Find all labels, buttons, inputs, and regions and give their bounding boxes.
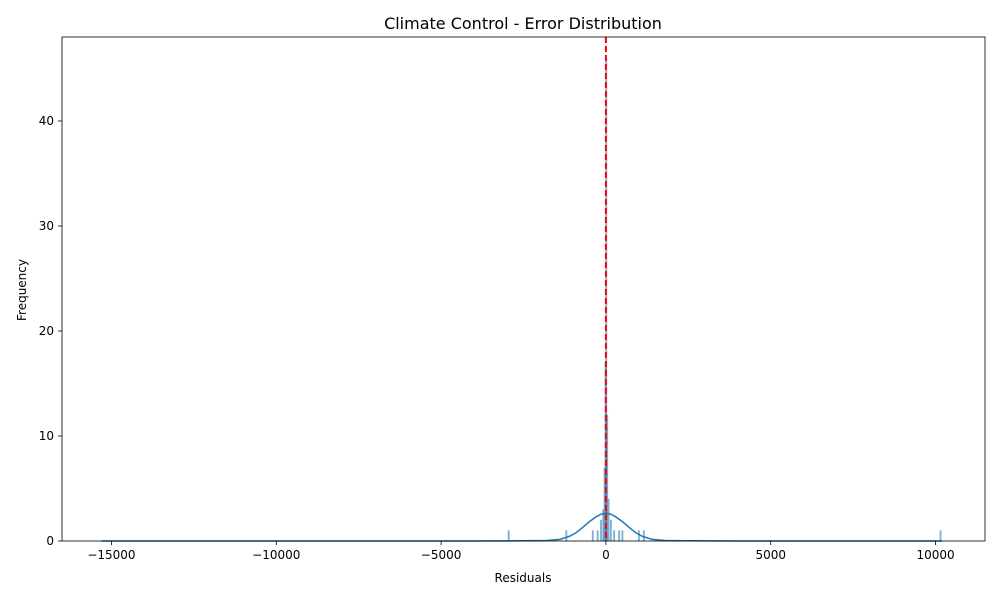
y-tick-label: 0 [46,534,54,548]
histogram-bar [613,530,616,542]
histogram-bar [939,530,942,542]
histogram-bar [607,498,610,542]
histogram-bar [591,530,594,542]
x-tick-label: 5000 [755,548,786,562]
histogram-bar [596,530,599,542]
chart-title: Climate Control - Error Distribution [384,14,662,33]
histogram-bar [637,530,640,542]
axes-group: −15000 −10000 −5000 0 5000 10000 0 10 20 30 40 [39,36,986,562]
kde-curve-group [101,512,943,542]
histogram-bar [599,519,602,542]
histogram-bar [565,530,568,542]
x-tick-label: −15000 [87,548,135,562]
y-tick-label: 30 [39,219,54,233]
x-tick-label: 0 [602,548,610,562]
histogram-bar [621,530,624,542]
x-tick-label: −5000 [421,548,462,562]
y-tick-label: 40 [39,114,54,128]
histogram-bar [642,530,645,542]
histogram-bar [618,530,621,542]
x-tick-label: 10000 [916,548,954,562]
histogram-bars [507,57,942,542]
plot-frame [61,36,986,542]
x-tick-label: −10000 [252,548,300,562]
y-tick-label: 20 [39,324,54,338]
x-axis-label: Residuals [495,571,552,585]
histogram-bar [507,530,510,542]
kde-line [101,512,943,542]
y-tick-label: 10 [39,429,54,443]
histogram-bar [609,519,612,542]
y-axis-label: Frequency [15,259,29,321]
